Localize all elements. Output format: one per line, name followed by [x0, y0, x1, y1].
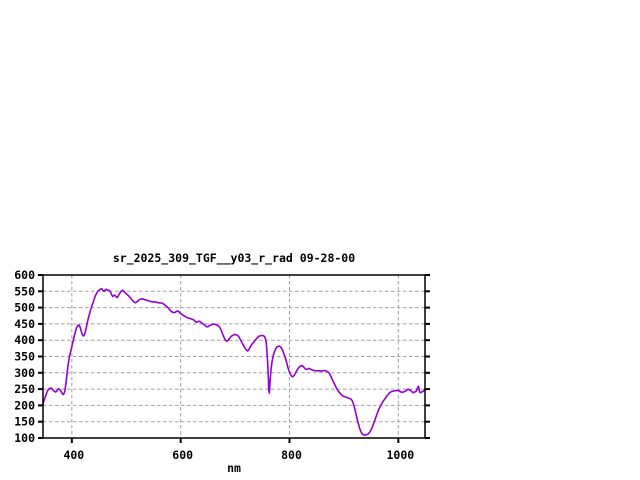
x-tick-label: 400 [63, 448, 84, 462]
y-tick-label: 300 [14, 366, 35, 380]
x-axis-label: nm [227, 461, 241, 475]
y-tick-label: 150 [14, 415, 35, 429]
x-tick-label: 800 [281, 448, 302, 462]
data-curve [42, 287, 426, 436]
y-tick-label: 500 [14, 301, 35, 315]
curve-layer [42, 287, 426, 436]
x-tick-label: 600 [172, 448, 193, 462]
y-tick-label: 350 [14, 350, 35, 364]
y-tick-label: 400 [14, 333, 35, 347]
y-tick-label: 450 [14, 317, 35, 331]
y-tick-label: 100 [14, 431, 35, 445]
tick-labels: 100 150 200 250 300 350 400 450 500 550 600 400 600 8… [14, 268, 414, 462]
y-tick-label: 200 [14, 398, 35, 412]
y-tick-label: 600 [14, 268, 35, 282]
axis-layer [38, 274, 430, 443]
x-tick-label: 1000 [386, 448, 414, 462]
chart-title: sr_2025_309_TGF__y03_r_rad 09-28-00 [113, 251, 355, 266]
y-tick-label: 250 [14, 382, 35, 396]
y-tick-label: 550 [14, 284, 35, 298]
